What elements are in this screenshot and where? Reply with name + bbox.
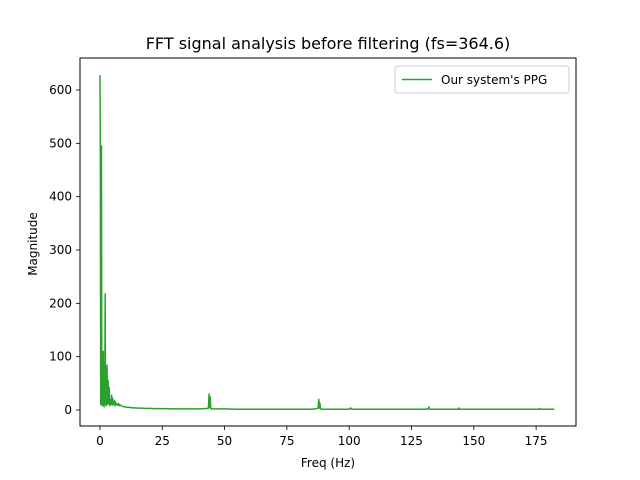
x-tick-label: 75 xyxy=(279,434,294,448)
y-tick-label: 300 xyxy=(49,243,72,257)
x-axis-label: Freq (Hz) xyxy=(301,456,355,470)
y-tick-label: 600 xyxy=(49,83,72,97)
axes-background xyxy=(80,58,576,426)
legend: Our system's PPG xyxy=(394,65,570,94)
y-tick-label: 100 xyxy=(49,350,72,364)
y-axis-ticks: 0 100 200 300 400 500 600 xyxy=(49,83,80,417)
series-layer xyxy=(99,75,555,410)
axes-frame xyxy=(79,57,577,427)
chart-title: FFT signal analysis before filtering (fs… xyxy=(146,34,511,53)
x-tick-label: 175 xyxy=(525,434,548,448)
x-tick-label: 50 xyxy=(217,434,232,448)
series-line-0 xyxy=(99,75,555,410)
y-tick-label: 400 xyxy=(49,190,72,204)
x-tick-label: 125 xyxy=(400,434,423,448)
legend-box xyxy=(394,65,570,94)
x-tick-label: 25 xyxy=(155,434,170,448)
y-tick-label: 200 xyxy=(49,296,72,310)
x-tick-label: 0 xyxy=(96,434,104,448)
x-tick-label: 150 xyxy=(462,434,485,448)
x-axis-ticks: 0 25 50 75 100 125 150 175 xyxy=(96,426,548,448)
plot-area: 0 25 50 75 100 125 150 175 0 100 200 300 400 500 600 xyxy=(49,57,577,448)
legend-entry-label: Our system's PPG xyxy=(441,73,547,87)
y-tick-label: 0 xyxy=(64,403,72,417)
x-tick-label: 100 xyxy=(338,434,361,448)
y-axis-label: Magnitude xyxy=(26,212,40,276)
y-tick-label: 500 xyxy=(49,136,72,150)
